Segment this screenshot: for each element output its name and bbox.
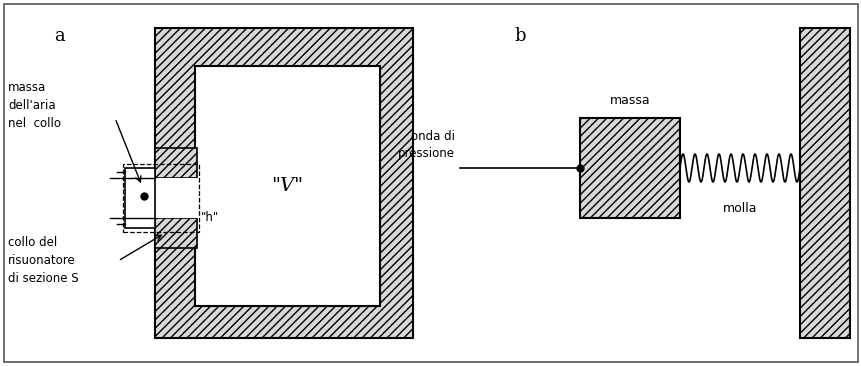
Bar — [152, 178, 199, 218]
Text: massa: massa — [609, 93, 649, 107]
Bar — [155, 148, 197, 178]
Text: "V": "V" — [271, 177, 303, 195]
Text: molla: molla — [722, 202, 756, 215]
Text: onda di
pressione: onda di pressione — [398, 130, 455, 160]
Text: b: b — [514, 27, 525, 45]
Bar — [579, 118, 679, 218]
Text: massa
dell'aria
nel  collo: massa dell'aria nel collo — [8, 81, 61, 130]
Bar — [195, 66, 380, 306]
Text: "h": "h" — [201, 212, 219, 224]
Bar — [123, 164, 199, 232]
Text: a: a — [54, 27, 65, 45]
Bar — [155, 28, 412, 338]
Bar — [125, 168, 155, 228]
Bar — [155, 218, 197, 248]
Bar — [799, 28, 849, 338]
Text: collo del
risuonatore
di sezione S: collo del risuonatore di sezione S — [8, 236, 78, 285]
